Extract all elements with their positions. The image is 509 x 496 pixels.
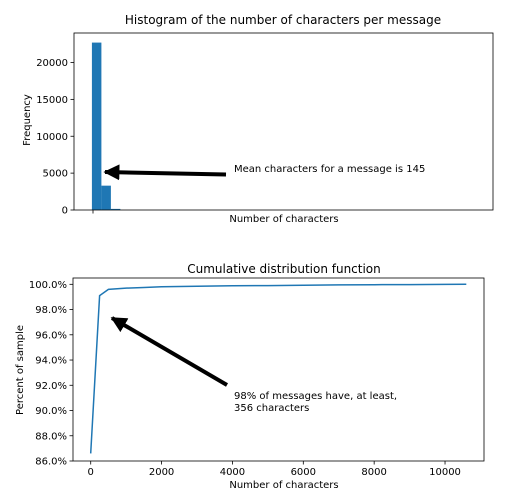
cdf-plot-area — [72, 277, 485, 462]
cdf-annotation-line-1: 98% of messages have, at least, — [234, 391, 397, 402]
histogram-title: Histogram of the number of characters pe… — [125, 13, 441, 27]
histogram-bar — [101, 185, 111, 210]
histogram-y-axis-label: Frequency — [22, 94, 33, 146]
cdf-x-tick-label: 0 — [88, 467, 94, 478]
histogram-y-ticks: 0 5000 10000 15000 20000 — [36, 58, 74, 217]
cdf-y-tick-label: 94.0% — [35, 356, 67, 367]
cdf-y-ticks: 86.0% 88.0% 90.0% 92.0% 94.0% 96.0% 98.0% 100.0… — [29, 280, 73, 468]
cdf-y-tick-label: 90.0% — [35, 406, 67, 417]
cdf-chart: Cumulative distribution function Percent… — [15, 262, 485, 491]
histogram-x-axis-label: Number of characters — [229, 214, 338, 225]
cdf-x-tick-label: 8000 — [361, 467, 386, 478]
cdf-x-tick-label: 10000 — [429, 467, 461, 478]
histogram-bars — [91, 42, 121, 211]
cdf-y-axis-label: Percent of sample — [15, 325, 26, 415]
cdf-y-tick-label: 100.0% — [29, 280, 67, 291]
histogram-y-tick-label: 20000 — [36, 58, 68, 69]
cdf-annotation-line-2: 356 characters — [234, 403, 309, 414]
cdf-x-tick-label: 4000 — [220, 467, 245, 478]
histogram-y-tick-label: 0 — [62, 206, 68, 217]
cdf-x-tick-label: 6000 — [291, 467, 316, 478]
cdf-y-tick-label: 88.0% — [35, 431, 67, 442]
histogram-y-tick-label: 5000 — [43, 169, 68, 180]
histogram-bar — [91, 42, 102, 211]
cdf-annotation-text: 98% of messages have, at least, 356 char… — [234, 391, 400, 414]
histogram-plot-area — [73, 32, 494, 211]
cdf-title: Cumulative distribution function — [187, 262, 381, 276]
cdf-annotation-arrow — [110, 316, 229, 387]
histogram-annotation-arrow — [103, 164, 227, 181]
cdf-x-axis-label: Number of characters — [229, 480, 338, 491]
cdf-series-line — [89, 283, 467, 454]
cdf-annotation: 98% of messages have, at least, 356 char… — [110, 316, 400, 414]
cdf-y-tick-label: 96.0% — [35, 330, 67, 341]
cdf-y-tick-label: 86.0% — [35, 457, 67, 468]
histogram-chart: Histogram of the number of characters pe… — [22, 13, 494, 225]
cdf-x-tick-label: 2000 — [149, 467, 174, 478]
histogram-annotation-text: Mean characters for a message is 145 — [234, 164, 425, 175]
cdf-y-tick-label: 98.0% — [35, 305, 67, 316]
cdf-x-ticks: 0 2000 4000 6000 8000 10000 — [88, 461, 461, 478]
cdf-y-tick-label: 92.0% — [35, 381, 67, 392]
histogram-annotation: Mean characters for a message is 145 — [103, 164, 425, 181]
histogram-y-tick-label: 10000 — [36, 132, 68, 143]
histogram-bar — [110, 208, 121, 210]
histogram-y-tick-label: 15000 — [36, 95, 68, 106]
